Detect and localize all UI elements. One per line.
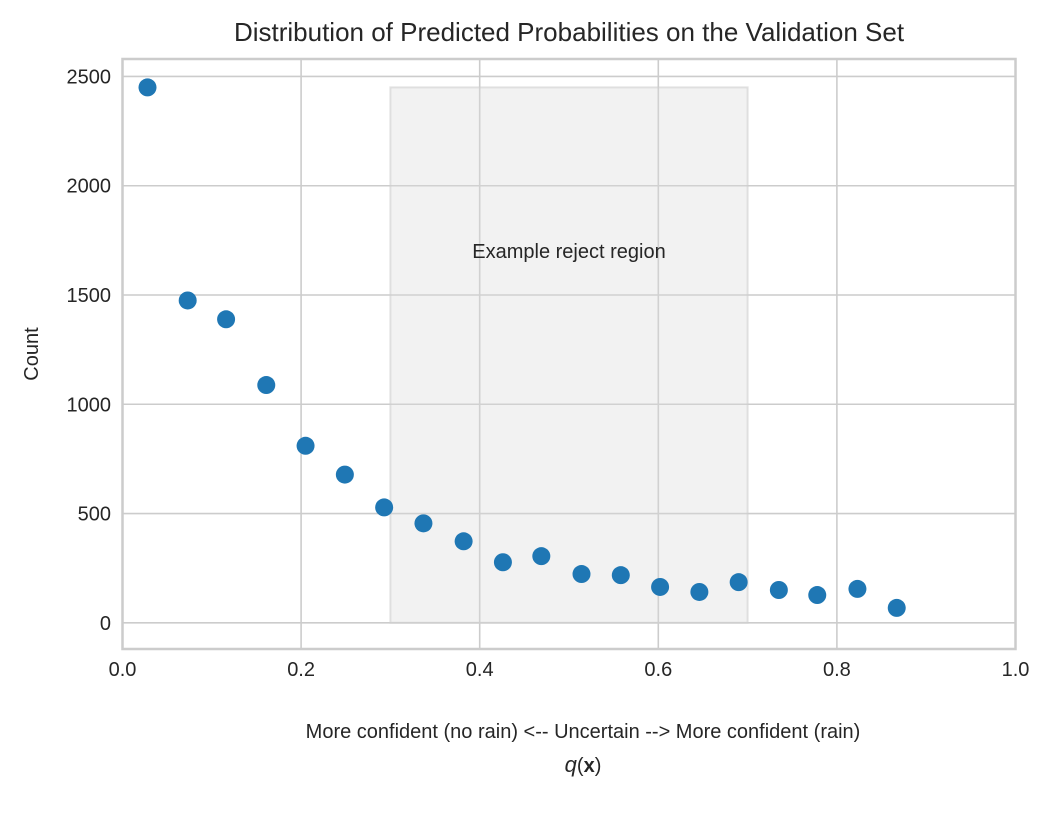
data-point	[848, 579, 867, 598]
data-point	[217, 310, 236, 329]
data-point	[729, 573, 748, 592]
data-point	[178, 291, 197, 310]
reject-region	[389, 86, 749, 624]
data-point	[414, 514, 433, 533]
math-close-paren: )	[595, 755, 602, 777]
math-open-paren: (	[577, 755, 584, 777]
data-point	[769, 581, 788, 599]
x-axis-label: More confident (no rain) <-- Uncertain -…	[306, 721, 861, 743]
chart-title: Distribution of Predicted Probabilities …	[234, 17, 905, 47]
x-tick-label: 0.8	[823, 659, 851, 681]
x-tick-label: 1.0	[1002, 659, 1030, 681]
data-point	[138, 78, 157, 97]
y-tick-label: 500	[78, 504, 111, 526]
y-tick-label: 1000	[67, 394, 112, 416]
y-tick-label: 2000	[67, 176, 112, 198]
data-point	[375, 498, 394, 517]
x-tick-label: 0.4	[466, 659, 494, 681]
data-point	[611, 566, 630, 585]
scatter-points	[138, 78, 906, 617]
axes-frame	[121, 57, 1017, 651]
x-tick-label: 0.0	[109, 659, 137, 681]
data-point	[454, 532, 473, 551]
data-point	[887, 598, 906, 617]
data-point	[690, 582, 709, 601]
y-tick-label: 1500	[67, 285, 112, 307]
y-axis-label: Count	[21, 327, 43, 381]
x-tick-label: 0.2	[287, 659, 315, 681]
data-point	[493, 553, 512, 572]
math-x: x	[584, 755, 595, 777]
x-tick-labels: 0.0 0.2 0.4 0.6 0.8 1.0	[109, 659, 1030, 681]
data-point	[257, 376, 276, 395]
y-tick-label: 2500	[67, 66, 112, 88]
x-tick-label: 0.6	[644, 659, 672, 681]
data-point	[651, 577, 670, 596]
data-point	[532, 547, 551, 566]
y-tick-labels: 0 500 1000 1500 2000 2500	[67, 66, 112, 634]
data-point	[808, 586, 827, 605]
x-axis-math-label: q(x)	[565, 752, 602, 777]
y-tick-label: 0	[100, 613, 111, 635]
data-point	[296, 436, 315, 455]
reject-region-label: Example reject region	[472, 241, 665, 263]
data-point	[572, 565, 591, 584]
data-point	[335, 465, 354, 484]
math-q: q	[565, 752, 578, 777]
reject-region-layer: Example reject region	[389, 86, 749, 624]
